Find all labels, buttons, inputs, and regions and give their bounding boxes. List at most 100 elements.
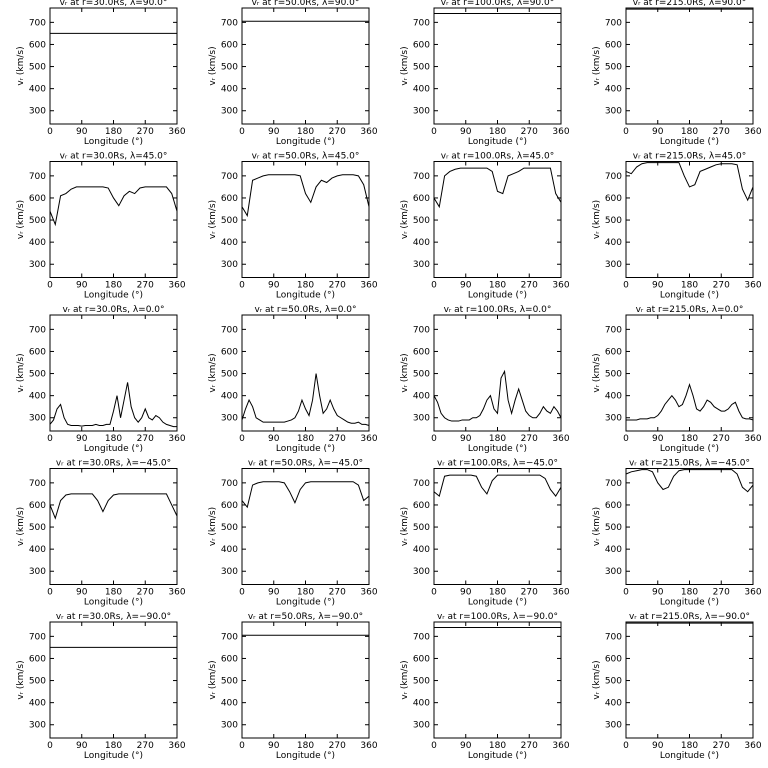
x-tick-label: 180 <box>489 127 506 137</box>
panel-title: vᵣ at r=30.0Rs, λ=90.0° <box>60 0 168 8</box>
y-tick-label: 600 <box>605 347 622 357</box>
x-tick-label: 360 <box>552 741 569 751</box>
y-tick-label: 500 <box>221 370 238 380</box>
y-tick-label: 300 <box>29 567 46 577</box>
x-tick-label: 90 <box>268 281 280 291</box>
y-tick-label: 300 <box>221 414 238 424</box>
y-tick-label: 700 <box>221 18 238 28</box>
plot-frame <box>433 468 562 585</box>
panel-title: vᵣ at r=100.0Rs, λ=−90.0° <box>437 612 558 622</box>
y-axis-label: vᵣ (km/s) <box>208 353 218 392</box>
panel-title: vᵣ at r=215.0Rs, λ=0.0° <box>636 305 744 315</box>
y-tick-label: 500 <box>413 523 430 533</box>
x-axis-label: Longitude (°) <box>276 137 335 147</box>
x-tick-label: 360 <box>360 281 377 291</box>
y-axis-label: vᵣ (km/s) <box>400 507 410 546</box>
y-tick-label: 300 <box>221 567 238 577</box>
y-tick-label: 700 <box>413 325 430 335</box>
y-tick-label: 700 <box>29 325 46 335</box>
y-tick-label: 700 <box>605 18 622 28</box>
y-axis-label: vᵣ (km/s) <box>208 507 218 546</box>
y-tick-label: 300 <box>605 260 622 270</box>
y-tick-label: 400 <box>221 85 238 95</box>
y-tick-label: 500 <box>29 523 46 533</box>
x-tick-label: 90 <box>76 434 88 444</box>
y-tick-label: 600 <box>413 194 430 204</box>
x-tick-label: 270 <box>137 281 154 291</box>
x-axis-label: Longitude (°) <box>660 137 719 147</box>
y-tick-label: 400 <box>605 238 622 248</box>
x-tick-label: 90 <box>76 127 88 137</box>
data-line <box>241 174 370 218</box>
plot-frame <box>49 7 178 125</box>
y-tick-label: 700 <box>605 479 622 489</box>
data-line <box>625 469 754 493</box>
y-tick-label: 400 <box>605 392 622 402</box>
x-tick-label: 180 <box>105 741 122 751</box>
y-tick-label: 400 <box>29 85 46 95</box>
x-axis-label: Longitude (°) <box>84 137 143 147</box>
data-line <box>626 382 754 421</box>
x-axis-label: Longitude (°) <box>468 291 527 301</box>
panel-title: vᵣ at r=215.0Rs, λ=90.0° <box>633 0 747 8</box>
y-tick-label: 400 <box>221 238 238 248</box>
panel-title: vᵣ at r=50.0Rs, λ=−90.0° <box>248 612 363 622</box>
y-tick-label: 500 <box>413 677 430 687</box>
y-tick-label: 400 <box>29 545 46 555</box>
x-tick-label: 90 <box>460 434 472 444</box>
x-tick-label: 360 <box>744 588 761 598</box>
panel-title: vᵣ at r=30.0Rs, λ=−45.0° <box>56 459 171 469</box>
x-tick-label: 270 <box>521 127 538 137</box>
y-tick-label: 500 <box>605 63 622 73</box>
y-tick-label: 300 <box>605 721 622 731</box>
x-tick-label: 90 <box>76 281 88 291</box>
x-tick-label: 0 <box>431 741 437 751</box>
x-tick-label: 270 <box>521 434 538 444</box>
panel-title: vᵣ at r=50.0Rs, λ=0.0° <box>254 305 356 315</box>
x-tick-label: 360 <box>744 434 761 444</box>
y-axis-label: vᵣ (km/s) <box>592 507 602 546</box>
plot-frame <box>49 621 178 739</box>
x-tick-label: 0 <box>47 741 53 751</box>
x-tick-label: 270 <box>521 588 538 598</box>
x-tick-label: 270 <box>713 741 730 751</box>
panel-title: vᵣ at r=50.0Rs, λ=−45.0° <box>248 459 363 469</box>
x-tick-label: 90 <box>268 127 280 137</box>
y-axis-label: vᵣ (km/s) <box>208 200 218 239</box>
plot-frame <box>241 468 370 585</box>
y-axis-label: vᵣ (km/s) <box>592 353 602 392</box>
x-tick-label: 360 <box>168 741 185 751</box>
x-axis-label: Longitude (°) <box>468 137 527 147</box>
x-axis-label: Longitude (°) <box>276 444 335 454</box>
plot-frame <box>241 621 370 739</box>
x-tick-label: 270 <box>137 434 154 444</box>
y-tick-label: 500 <box>221 523 238 533</box>
y-tick-label: 600 <box>221 501 238 511</box>
x-axis-label: Longitude (°) <box>84 444 143 454</box>
y-tick-label: 300 <box>29 107 46 117</box>
y-tick-label: 500 <box>605 216 622 226</box>
x-tick-label: 270 <box>521 281 538 291</box>
plot-frame <box>625 621 754 739</box>
y-axis-label: vᵣ (km/s) <box>592 660 602 699</box>
y-tick-label: 300 <box>29 260 46 270</box>
plot-frame <box>625 468 754 585</box>
x-tick-label: 270 <box>521 741 538 751</box>
x-tick-label: 360 <box>360 741 377 751</box>
y-tick-label: 600 <box>29 194 46 204</box>
y-tick-label: 300 <box>29 414 46 424</box>
plot-frame <box>625 161 754 278</box>
y-tick-label: 600 <box>29 501 46 511</box>
plot-frame <box>625 7 754 125</box>
x-tick-label: 360 <box>360 588 377 598</box>
x-tick-label: 360 <box>744 127 761 137</box>
x-tick-label: 0 <box>431 434 437 444</box>
x-tick-label: 360 <box>744 281 761 291</box>
x-tick-label: 180 <box>297 434 314 444</box>
x-tick-label: 270 <box>329 434 346 444</box>
plot-frame <box>433 7 562 125</box>
x-tick-label: 0 <box>47 588 53 598</box>
data-line <box>433 167 562 209</box>
plot-frame <box>433 314 562 432</box>
